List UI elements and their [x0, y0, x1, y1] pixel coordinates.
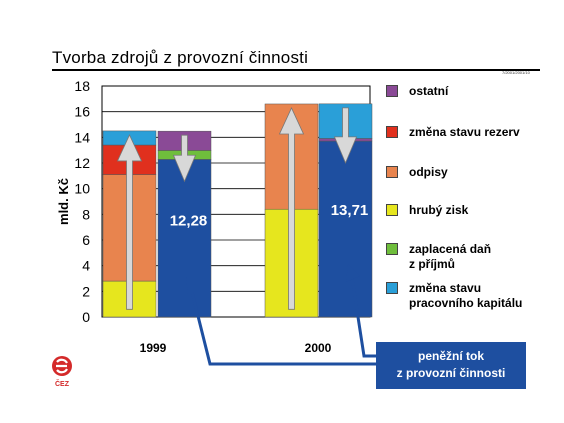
callout-connector [350, 277, 376, 358]
y-tick-label: 8 [82, 206, 90, 222]
cez-logo: ČEZ [52, 356, 72, 388]
y-tick-label: 10 [74, 181, 90, 197]
source-tag: 7/2001/2001/10 [502, 70, 530, 75]
legend-label-line: odpisy [409, 165, 448, 179]
legend-label: odpisy [409, 165, 448, 180]
callout-connector [190, 291, 376, 366]
legend-label-line: změna stavu [409, 281, 482, 295]
cash-flow-bar [157, 159, 212, 318]
logo-text: ČEZ [55, 379, 70, 388]
legend-label-line: z příjmů [409, 257, 456, 271]
y-tick-label: 12 [74, 155, 90, 171]
cash-flow-bar [318, 140, 373, 318]
title-rule [52, 69, 540, 71]
y-tick-label: 0 [82, 309, 90, 325]
legend-swatch [386, 85, 398, 97]
legend-label-line: hrubý zisk [409, 203, 469, 217]
up-arrow [116, 133, 143, 310]
down-arrow [172, 134, 197, 183]
legend-label-line: zaplacená daň [409, 242, 492, 256]
data-label: 12,28 [170, 213, 208, 230]
legend-swatch [386, 166, 398, 178]
cash-flow-callout: peněžní tok z provozní činnosti [376, 342, 526, 389]
data-label: 13,71 [331, 202, 369, 219]
legend-label: zaplacená daň z příjmů [409, 242, 491, 272]
legend-label: ostatní [409, 84, 448, 99]
legend-swatch [386, 243, 398, 255]
up-arrow [278, 107, 305, 310]
legend-label: změna stavu pracovního kapitálu [409, 281, 522, 311]
y-tick-label: 16 [74, 104, 90, 120]
callout-arrowhead [186, 277, 200, 296]
callout-line-1: peněžní tok [417, 349, 484, 363]
legend-swatch [386, 282, 398, 294]
callout-arrowhead [346, 264, 360, 282]
y-tick-label: 14 [74, 129, 90, 145]
x-tick-label: 1999 [140, 341, 167, 355]
legend-label-line: ostatní [409, 84, 449, 98]
legend-label-line: změna stavu rezerv [409, 125, 520, 139]
legend-swatch [386, 126, 398, 138]
down-arrow [333, 107, 358, 164]
callout-line-2: z provozní činnosti [396, 366, 506, 380]
y-axis-label: mld. Kč [56, 178, 71, 225]
legend-label: hrubý zisk [409, 203, 468, 218]
legend-label-line: pracovního kapitálu [409, 296, 523, 310]
y-tick-label: 2 [82, 283, 90, 299]
x-tick-label: 2000 [305, 341, 332, 355]
legend-label: změna stavu rezerv [409, 125, 520, 140]
y-tick-label: 6 [82, 232, 90, 248]
y-tick-label: 4 [82, 258, 90, 274]
y-tick-label: 18 [74, 78, 90, 94]
legend-swatch [386, 204, 398, 216]
chart-title: Tvorba zdrojů z provozní činnosti [52, 48, 309, 67]
